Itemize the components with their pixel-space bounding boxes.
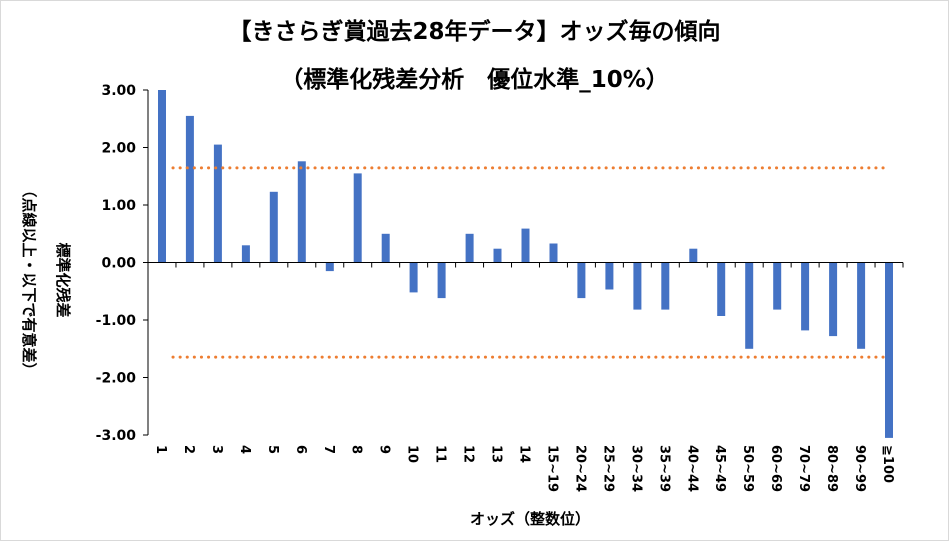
x-tick-label: 14 [517,445,532,463]
y-tick-label: 2.00 [101,141,136,157]
bar-12 [465,233,474,263]
x-tick-label: 70~79 [796,445,811,492]
bar-6 [297,161,306,263]
x-tick-label: 11 [433,445,448,463]
x-tick-label: 5 [265,445,280,454]
x-tick-label: 40~44 [684,445,699,492]
y-tick-label: -1.00 [96,313,137,329]
y-tick-label: 3.00 [101,83,136,99]
bar-9 [381,233,390,263]
x-tick-label: 15~19 [545,445,560,492]
x-tick-label: 35~39 [656,445,671,492]
x-tick-label: 10 [405,445,420,463]
x-tick-label: 3 [209,445,224,454]
bar-27 [885,262,893,438]
x-tick-label: 25~29 [600,445,615,492]
bar-3 [213,144,222,263]
x-tick-label: 50~59 [740,445,755,492]
x-tick-label: 80~89 [824,445,839,492]
bar-26 [857,262,866,349]
x-tick-label: 9 [377,445,392,454]
bar-4 [241,245,250,263]
bar-15 [549,243,558,263]
x-tick-label: 60~69 [768,445,783,492]
bar-19 [661,262,670,310]
bar-18 [633,262,642,310]
bar-5 [269,191,278,263]
bar-10 [409,262,418,293]
y-tick-label: 1.00 [101,198,136,214]
x-tick-label: 13 [489,445,504,463]
chart-subtitle: （標準化残差分析 優位水準_10%） [280,67,669,93]
bar-13 [493,248,502,263]
x-axis-label: オッズ（整数位） [470,510,590,528]
bar-7 [325,262,334,272]
bar-17 [605,262,614,290]
bar-22 [745,262,754,349]
x-tick-label: 45~49 [712,445,727,492]
x-tick-label: 7 [321,445,336,454]
x-tick-label: ≧100 [880,445,895,483]
bar-8 [353,173,362,263]
y-tick-label: -3.00 [96,428,137,444]
x-tick-label: 12 [461,445,476,463]
threshold-lines [171,166,890,359]
bar-14 [521,228,530,263]
bar-23 [773,262,782,310]
bar-25 [829,262,838,337]
y-axis-label: 標準化残差 [54,242,72,317]
y-tick-label: 0.00 [101,256,136,272]
axes-group [143,89,904,436]
bar-1 [158,90,166,263]
y-axis-note: （点線以上・以下で有意差） [20,182,38,377]
x-tick-labels: 1 2 3 4 5 6 7 8 9 10 11 12 13 14 15~19 20~24 25~29 30~34 3… [153,445,895,492]
x-tick-label: 4 [237,445,252,454]
y-tick-label: -2.00 [96,371,137,387]
x-tick-label: 8 [349,445,364,454]
x-tick-label: 90~99 [852,445,867,492]
chart-title: 【きさらぎ賞過去28年データ】オッズ毎の傾向 [228,19,721,45]
bar-21 [717,262,726,316]
x-tick-label: 20~24 [572,445,587,492]
bars-group [158,90,893,438]
x-tick-label: 2 [181,445,196,454]
bar-24 [801,262,810,331]
x-tick-label: 1 [153,445,168,454]
x-tick-label: 6 [293,445,308,454]
y-tick-labels: 3.00 2.00 1.00 0.00 -1.00 -2.00 -3.00 [96,83,137,444]
bar-11 [437,262,446,299]
bar-20 [689,248,698,263]
bar-16 [577,262,586,299]
bar-2 [185,115,194,263]
x-tick-label: 30~34 [628,445,643,492]
